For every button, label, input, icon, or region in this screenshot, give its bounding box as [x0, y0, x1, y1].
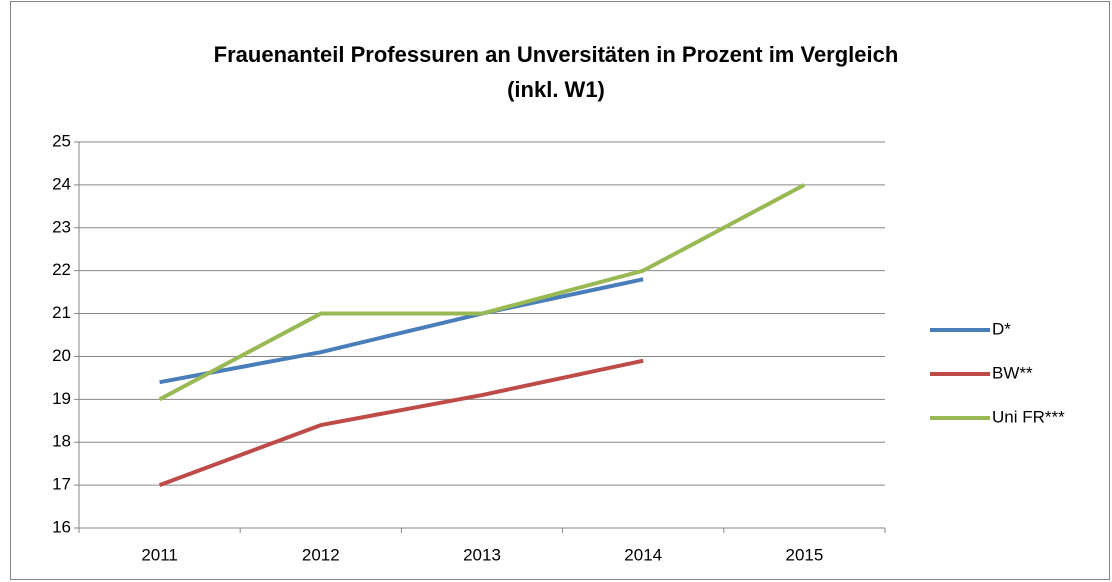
series-line — [158, 183, 806, 402]
legend-label: Uni FR*** — [992, 407, 1065, 426]
x-tick-label: 2011 — [141, 545, 178, 564]
legend-label: D* — [992, 319, 1011, 338]
y-tick-label: 22 — [52, 260, 71, 279]
series-line — [159, 277, 644, 385]
y-tick-label: 21 — [52, 303, 71, 322]
y-tick-label: 18 — [52, 432, 71, 451]
x-tick-label: 2015 — [785, 545, 823, 564]
chart-border — [10, 1, 1110, 580]
y-tick-label: 23 — [52, 217, 71, 236]
y-tick-label: 24 — [52, 174, 71, 193]
y-tick-label: 16 — [52, 517, 71, 536]
x-tick-label: 2012 — [302, 545, 340, 564]
x-tick-label: 2014 — [624, 545, 662, 564]
y-tick-label: 25 — [52, 131, 71, 150]
y-tick-label: 19 — [52, 389, 71, 408]
y-tick-label: 17 — [52, 475, 71, 494]
x-tick-label: 2013 — [463, 545, 501, 564]
y-tick-label: 20 — [52, 346, 71, 365]
chart-title: (inkl. W1) — [507, 77, 605, 102]
legend-label: BW** — [992, 363, 1033, 382]
chart-title: Frauenanteil Professuren an Unversitäten… — [214, 42, 899, 67]
series-line — [158, 358, 644, 487]
